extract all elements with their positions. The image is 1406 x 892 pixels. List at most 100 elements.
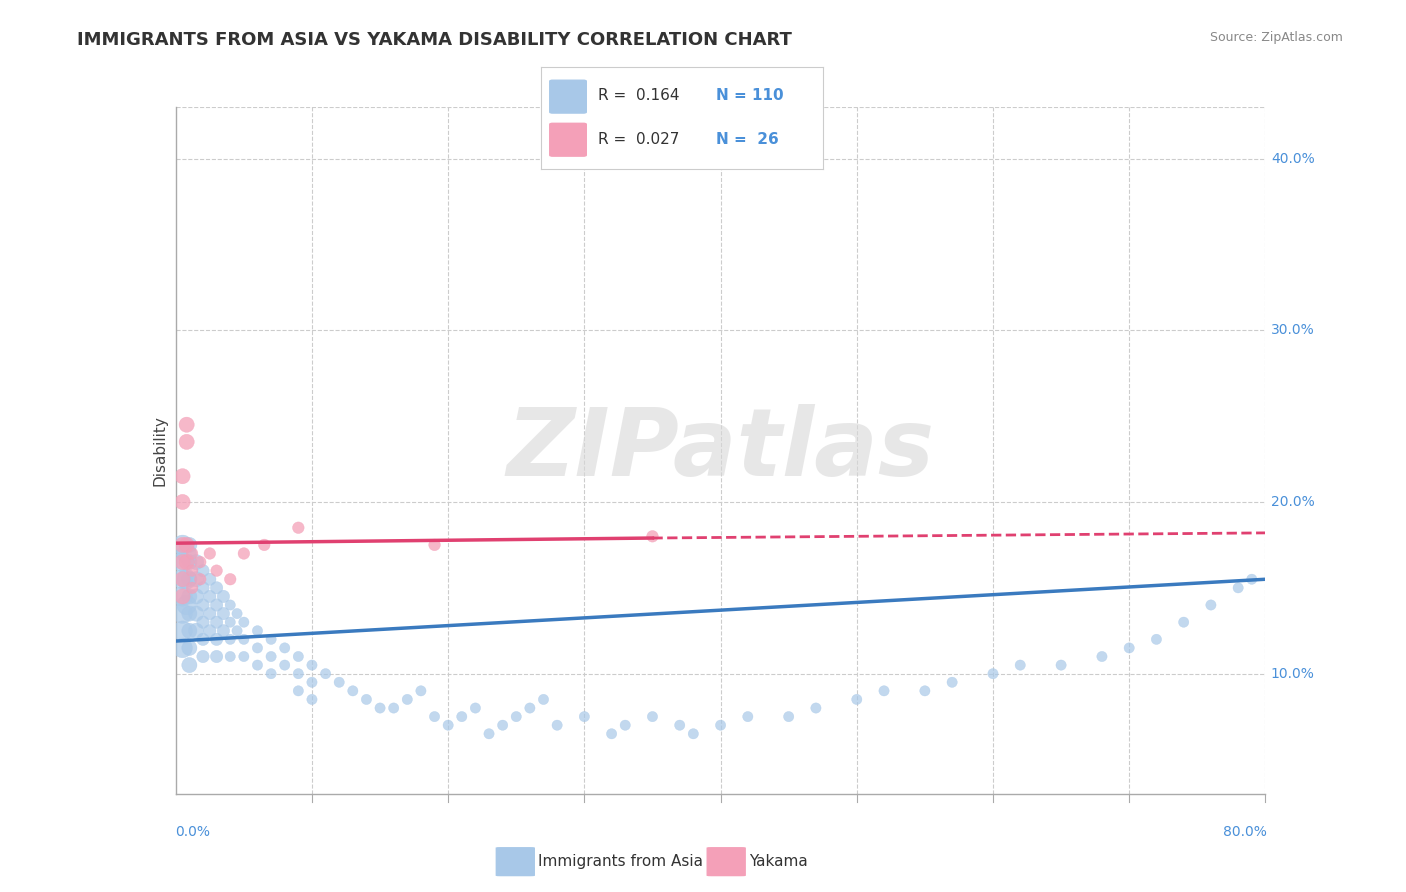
Point <box>1240 572 1263 586</box>
FancyBboxPatch shape <box>707 847 745 876</box>
Point <box>179 538 201 552</box>
Point <box>172 572 194 586</box>
Text: R =  0.027: R = 0.027 <box>598 132 679 147</box>
Point <box>179 555 201 569</box>
Point <box>368 701 391 715</box>
Point <box>179 658 201 673</box>
Point <box>188 555 211 569</box>
Point <box>186 590 208 604</box>
Point <box>260 632 283 647</box>
Point <box>191 632 214 647</box>
Point <box>396 692 419 706</box>
Point <box>287 666 309 681</box>
Point <box>205 632 228 647</box>
Point <box>179 640 201 655</box>
Point <box>186 624 208 638</box>
Point <box>219 598 242 612</box>
Point <box>328 675 350 690</box>
Point <box>172 572 194 586</box>
Text: Source: ZipAtlas.com: Source: ZipAtlas.com <box>1209 31 1343 45</box>
Point <box>287 683 309 698</box>
Point <box>226 607 249 621</box>
Y-axis label: Disability: Disability <box>152 415 167 486</box>
Point <box>176 572 198 586</box>
Text: N = 110: N = 110 <box>716 88 783 103</box>
Point <box>198 624 221 638</box>
Point <box>423 538 446 552</box>
Point <box>505 709 527 723</box>
Point <box>464 701 486 715</box>
Point <box>710 718 733 732</box>
Text: 40.0%: 40.0% <box>1271 152 1315 166</box>
Point <box>546 718 568 732</box>
Point <box>873 683 896 698</box>
Point <box>232 649 254 664</box>
Point <box>212 607 235 621</box>
Point <box>176 555 198 569</box>
Point <box>274 640 297 655</box>
Point <box>1199 598 1222 612</box>
Point <box>981 666 1004 681</box>
Text: 20.0%: 20.0% <box>1271 495 1315 509</box>
Point <box>274 658 297 673</box>
Point <box>172 538 194 552</box>
Point <box>205 581 228 595</box>
Point <box>519 701 541 715</box>
Point <box>176 598 198 612</box>
Point <box>172 469 194 483</box>
Point <box>186 572 208 586</box>
Text: 80.0%: 80.0% <box>1223 825 1267 838</box>
FancyBboxPatch shape <box>550 123 586 156</box>
Point <box>205 564 228 578</box>
Point <box>301 658 323 673</box>
Point <box>172 590 194 604</box>
Text: 0.0%: 0.0% <box>174 825 209 838</box>
Point <box>478 727 501 741</box>
Point <box>1050 658 1073 673</box>
Point <box>179 607 201 621</box>
Point <box>198 607 221 621</box>
Point <box>179 572 201 586</box>
Point <box>172 555 194 569</box>
Point <box>804 701 827 715</box>
Point <box>315 666 337 681</box>
Point <box>1091 649 1114 664</box>
Point <box>172 590 194 604</box>
Text: 10.0%: 10.0% <box>1271 666 1315 681</box>
Point <box>232 615 254 630</box>
Point <box>198 546 221 561</box>
Point <box>342 683 364 698</box>
Point <box>212 590 235 604</box>
Point <box>778 709 800 723</box>
Point <box>246 624 269 638</box>
Point <box>176 546 198 561</box>
Point <box>1173 615 1195 630</box>
Point <box>287 649 309 664</box>
Point <box>641 529 664 543</box>
Point <box>191 598 214 612</box>
Point <box>574 709 596 723</box>
Point <box>232 546 254 561</box>
Point <box>176 417 198 432</box>
Point <box>191 581 214 595</box>
FancyBboxPatch shape <box>550 80 586 113</box>
Text: Yakama: Yakama <box>749 855 808 869</box>
Text: N =  26: N = 26 <box>716 132 779 147</box>
Point <box>301 692 323 706</box>
Text: R =  0.164: R = 0.164 <box>598 88 679 103</box>
Text: ZIPatlas: ZIPatlas <box>506 404 935 497</box>
Point <box>181 564 204 578</box>
Point <box>409 683 432 698</box>
Point <box>232 632 254 647</box>
Point <box>179 590 201 604</box>
Point <box>492 718 515 732</box>
Point <box>226 624 249 638</box>
Point <box>941 675 963 690</box>
Point <box>191 615 214 630</box>
Point <box>172 538 194 552</box>
Point <box>682 727 704 741</box>
Point <box>423 709 446 723</box>
Point <box>172 640 194 655</box>
Point <box>600 727 623 741</box>
Point <box>191 649 214 664</box>
